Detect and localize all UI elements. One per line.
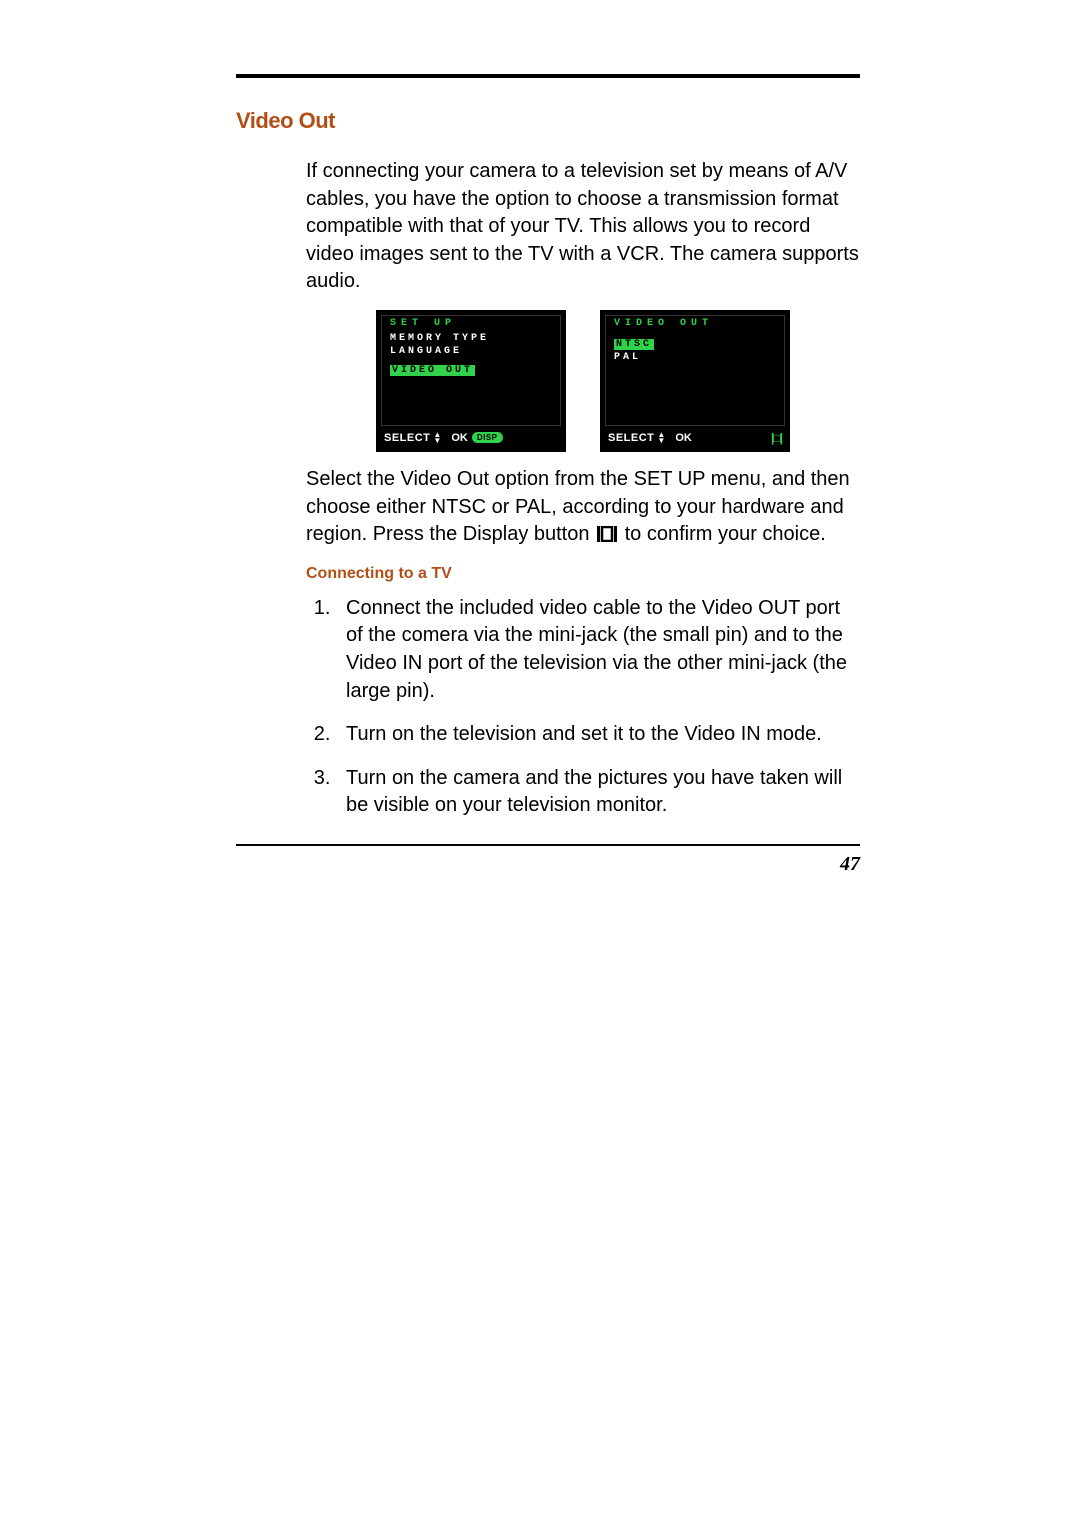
lcd-setup-menu: SET UP MEMORY TYPE LANGUAGE VIDEO OUT SE… [376,310,566,452]
step-1: Connect the included video cable to the … [336,595,856,705]
heading-video-out: Video Out [236,108,860,134]
lcd1-title: SET UP [390,318,556,329]
lcd2-title: VIDEO OUT [614,318,780,329]
lcd1-line-videoout-selected: VIDEO OUT [390,365,475,376]
lcd-videoout-menu: VIDEO OUT NTSC PAL SELECT ▲▼ OK |□| [600,310,790,452]
lcd1-select-label: SELECT [384,432,430,444]
top-rule [236,74,860,78]
lcd1-footer: SELECT ▲▼ OK DISP [384,429,558,447]
lcd-screens-row: SET UP MEMORY TYPE LANGUAGE VIDEO OUT SE… [306,310,860,452]
updown-arrows-icon: ▲▼ [433,432,441,444]
paragraph-instructions: Select the Video Out option from the SET… [306,466,860,551]
steps-list: Connect the included video cable to the … [336,595,856,820]
lcd2-footer: SELECT ▲▼ OK |□| [608,429,782,447]
lcd2-line-pal: PAL [614,352,780,363]
bottom-rule [236,844,860,846]
lcd2-line-ntsc-selected: NTSC [614,339,654,350]
step-2: Turn on the television and set it to the… [336,721,856,749]
step-3: Turn on the camera and the pictures you … [336,765,856,820]
paragraph-intro: If connecting your camera to a televisio… [306,158,860,296]
lcd1-ok-label: OK [451,432,468,444]
page-number: 47 [840,853,860,876]
lcd1-line-memory: MEMORY TYPE [390,333,556,344]
lcd-border [605,315,785,426]
disp-pill-icon: DISP [472,432,503,443]
heading-connecting: Connecting to a TV [306,565,860,583]
lcd2-ok-label: OK [675,432,692,444]
page-content: Video Out If connecting your camera to a… [236,74,860,846]
p2-part-b: to confirm your choice. [619,523,826,545]
display-button-icon [597,523,617,551]
lcd1-line-language: LANGUAGE [390,346,556,357]
updown-arrows-icon: ▲▼ [657,432,665,444]
display-glyph-icon: |□| [771,431,782,445]
lcd2-select-label: SELECT [608,432,654,444]
